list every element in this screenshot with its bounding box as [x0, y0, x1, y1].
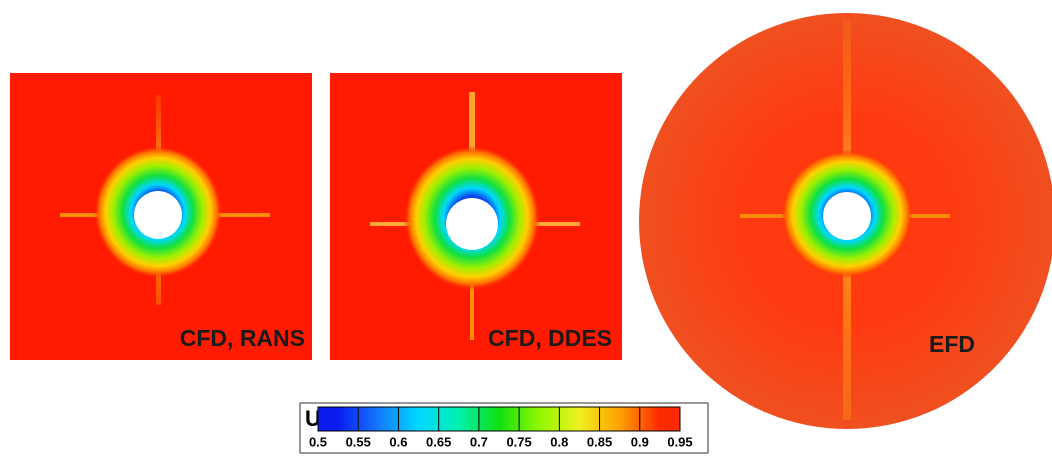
- tick-label: 0.85: [587, 434, 612, 449]
- panel-rans: [10, 73, 312, 360]
- colorbar: [317, 406, 681, 432]
- tick-label: 0.65: [426, 434, 451, 449]
- tick-label: 0.5: [309, 434, 327, 449]
- panel-label: CFD, DDES: [488, 325, 612, 351]
- panel-ddes: [330, 73, 622, 360]
- tick-label: 0.6: [389, 434, 407, 449]
- tick-label: 0.7: [470, 434, 488, 449]
- tick-label: 0.95: [667, 434, 692, 449]
- panel-efd: [639, 13, 1052, 429]
- tick-label: 0.55: [346, 434, 371, 449]
- tick-label: 0.9: [631, 434, 649, 449]
- tick-label: 0.75: [506, 434, 531, 449]
- panel-label: CFD, RANS: [180, 325, 305, 351]
- colorbar-title: U: [305, 406, 321, 431]
- tick-label: 0.8: [550, 434, 568, 449]
- panel-label: EFD: [929, 331, 975, 357]
- labels: CFD, RANS CFD, DDES EFD U: [180, 325, 975, 431]
